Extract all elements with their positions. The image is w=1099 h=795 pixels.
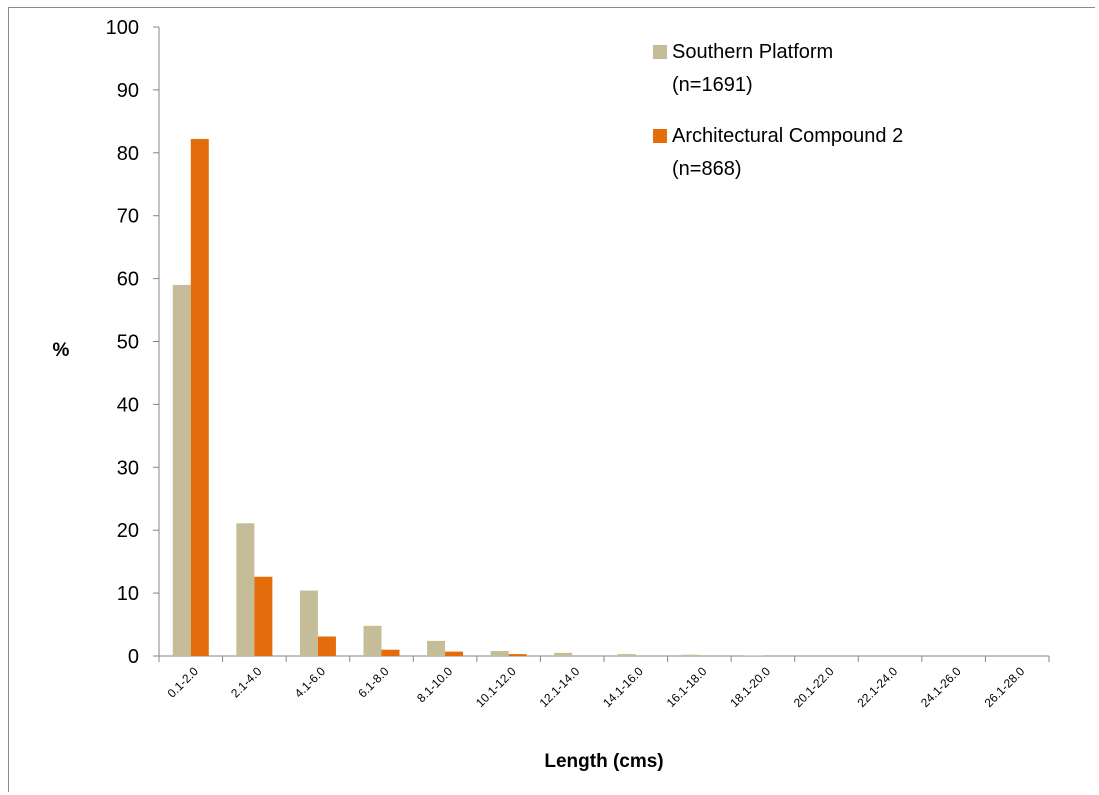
legend-count: (n=868): [672, 158, 742, 180]
legend-swatch-southern-platform: [653, 45, 667, 59]
x-tick-label: 14.1-16.0: [600, 664, 646, 710]
bar-architectural-compound-2: [508, 654, 527, 656]
x-tick-label: 20.1-22.0: [791, 664, 837, 710]
bar-architectural-compound-2: [190, 138, 209, 656]
bars: [172, 138, 763, 656]
bar-southern-platform: [363, 625, 382, 656]
x-tick-label: 16.1-18.0: [664, 664, 710, 710]
bar-southern-platform: [172, 284, 191, 656]
x-tick-label: 4.1-6.0: [292, 664, 329, 701]
x-tick-label: 0.1-2.0: [165, 664, 202, 701]
bar-architectural-compound-2: [445, 651, 464, 656]
x-tick-label: 6.1-8.0: [355, 664, 392, 701]
y-axis-ticks: 0 10 20 30 40 50 60 70 80 90 100: [106, 17, 159, 668]
y-tick-label: 90: [117, 80, 139, 102]
x-tick-label: 22.1-24.0: [854, 664, 900, 710]
bar-southern-platform: [490, 650, 509, 656]
x-tick-label: 18.1-20.0: [727, 664, 773, 710]
x-tick-label: 24.1-26.0: [918, 664, 964, 710]
bar-southern-platform: [617, 654, 636, 656]
bar-architectural-compound-2: [317, 636, 336, 656]
x-tick-label: 26.1-28.0: [982, 664, 1028, 710]
legend-count: (n=1691): [672, 74, 753, 96]
bar-southern-platform: [554, 652, 573, 656]
x-tick-label: 8.1-10.0: [414, 664, 455, 705]
y-tick-label: 50: [117, 332, 139, 354]
legend-swatch-architectural-compound-2: [653, 129, 667, 143]
bar-architectural-compound-2: [381, 649, 400, 656]
y-tick-label: 60: [117, 269, 139, 291]
bar-southern-platform: [299, 590, 318, 656]
y-tick-label: 100: [106, 17, 139, 39]
y-tick-label: 30: [117, 457, 139, 479]
y-tick-label: 80: [117, 143, 139, 165]
y-tick-label: 10: [117, 583, 139, 605]
y-axis-title: %: [53, 340, 70, 361]
x-axis-ticks: 0.1-2.0 2.1-4.0 4.1-6.0 6.1-8.0 8.1-10.0 10.1…: [158, 656, 1050, 710]
y-tick-label: 40: [117, 394, 139, 416]
x-tick-label: 10.1-12.0: [473, 664, 519, 710]
legend-label: Southern Platform: [672, 41, 833, 63]
x-tick-label: 12.1-14.0: [537, 664, 583, 710]
bar-southern-platform: [744, 655, 763, 656]
y-tick-label: 70: [117, 206, 139, 228]
bar-southern-platform: [681, 654, 700, 656]
bar-architectural-compound-2: [254, 576, 273, 656]
legend-label: Architectural Compound 2: [672, 125, 903, 147]
axes: [158, 27, 1049, 657]
legend: Southern Platform (n=1691) Architectural C…: [653, 41, 903, 180]
y-tick-label: 20: [117, 520, 139, 542]
bar-southern-platform: [236, 523, 255, 656]
bar-southern-platform: [427, 640, 446, 656]
x-tick-label: 2.1-4.0: [228, 664, 265, 701]
y-tick-label: 0: [128, 646, 139, 668]
x-axis-title: Length (cms): [544, 751, 663, 772]
